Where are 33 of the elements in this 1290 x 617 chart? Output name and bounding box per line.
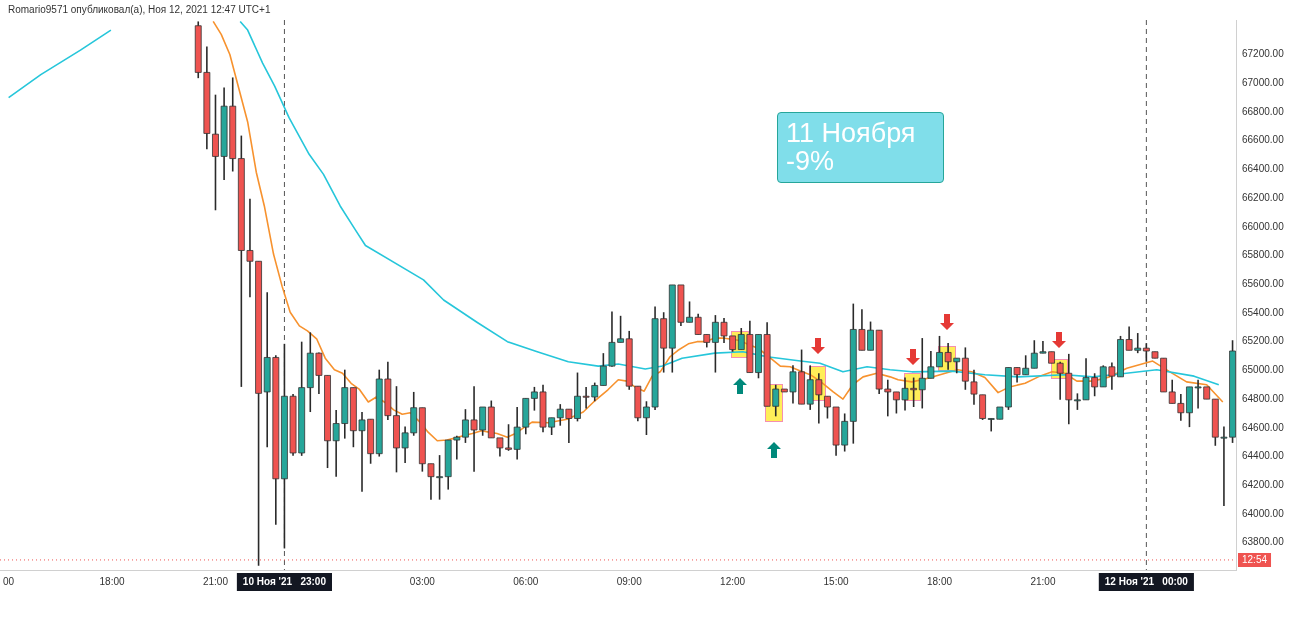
y-tick-label: 65000.00 <box>1242 364 1285 376</box>
x-tick-label: 06:00 <box>513 575 539 587</box>
text: Romario9571 опубликовал(а), Ноя 12, 2021 12:47 UTC+1 <box>8 4 271 15</box>
y-tick-label: 64200.00 <box>1242 479 1285 491</box>
x-tick-label: 12 Ноя '21 00:00 <box>1104 575 1189 587</box>
y-tick-label: 66400.00 <box>1242 163 1285 175</box>
y-tick-label: 67200.00 <box>1242 48 1285 60</box>
y-tick-label: 66200.00 <box>1242 191 1285 203</box>
x-tick-label: 12:00 <box>720 575 746 587</box>
y-tick-label: 63800.00 <box>1242 536 1285 548</box>
x-tick-label: 03:00 <box>409 575 436 587</box>
y-tick-label: 65200.00 <box>1242 335 1285 347</box>
x-tick-label: 18:00 <box>99 575 125 587</box>
x-tick-label: 09:00 <box>616 575 643 587</box>
x-tick-label: 10 Ноя '21 23:00 <box>242 575 327 587</box>
y-tick-label: 67000.00 <box>1242 76 1285 88</box>
y-tick-label: 65600.00 <box>1242 277 1285 289</box>
y-tick-label: 65400.00 <box>1242 306 1285 318</box>
x-tick-label: 18:00 <box>926 575 953 587</box>
annotation: 12:54 <box>1242 553 1268 565</box>
y-tick-label: 66800.00 <box>1242 105 1285 117</box>
y-tick-label: 66600.00 <box>1242 134 1285 146</box>
x-tick-label: 00 <box>3 575 15 587</box>
y-tick-label: 64600.00 <box>1242 421 1285 433</box>
y-tick-label: 65800.00 <box>1242 249 1285 261</box>
x-tick-label: 15:00 <box>823 575 850 587</box>
y-tick-label: 66000.00 <box>1242 220 1285 232</box>
x-tick-label: 21:00 <box>1030 575 1056 587</box>
x-tick-label: 21:00 <box>202 575 229 587</box>
y-tick-label: 64800.00 <box>1242 392 1285 404</box>
y-tick-label: 64400.00 <box>1242 450 1285 462</box>
y-tick-label: 64000.00 <box>1242 507 1285 519</box>
annotation: 11 Ноября -9% <box>777 112 944 183</box>
